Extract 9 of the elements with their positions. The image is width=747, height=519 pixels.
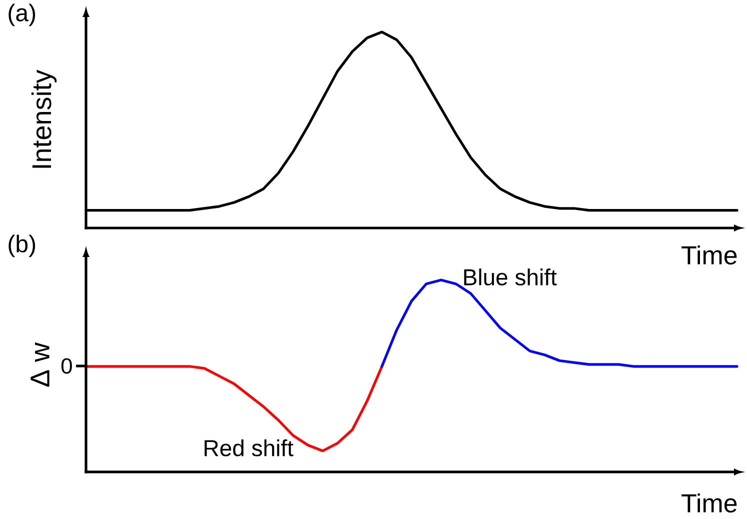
x-axis-title: Time xyxy=(682,245,737,265)
series-label: Red shift xyxy=(204,439,294,456)
y-axis-title: Intensity xyxy=(31,70,57,168)
text: 0 xyxy=(61,358,72,374)
chart-title: (a) xyxy=(8,4,36,26)
series-label: Blue shift xyxy=(464,268,557,286)
x-axis-title: Time xyxy=(682,493,737,513)
y-axis-title: Δ w xyxy=(30,342,50,387)
chart-title: (b) xyxy=(8,234,36,258)
